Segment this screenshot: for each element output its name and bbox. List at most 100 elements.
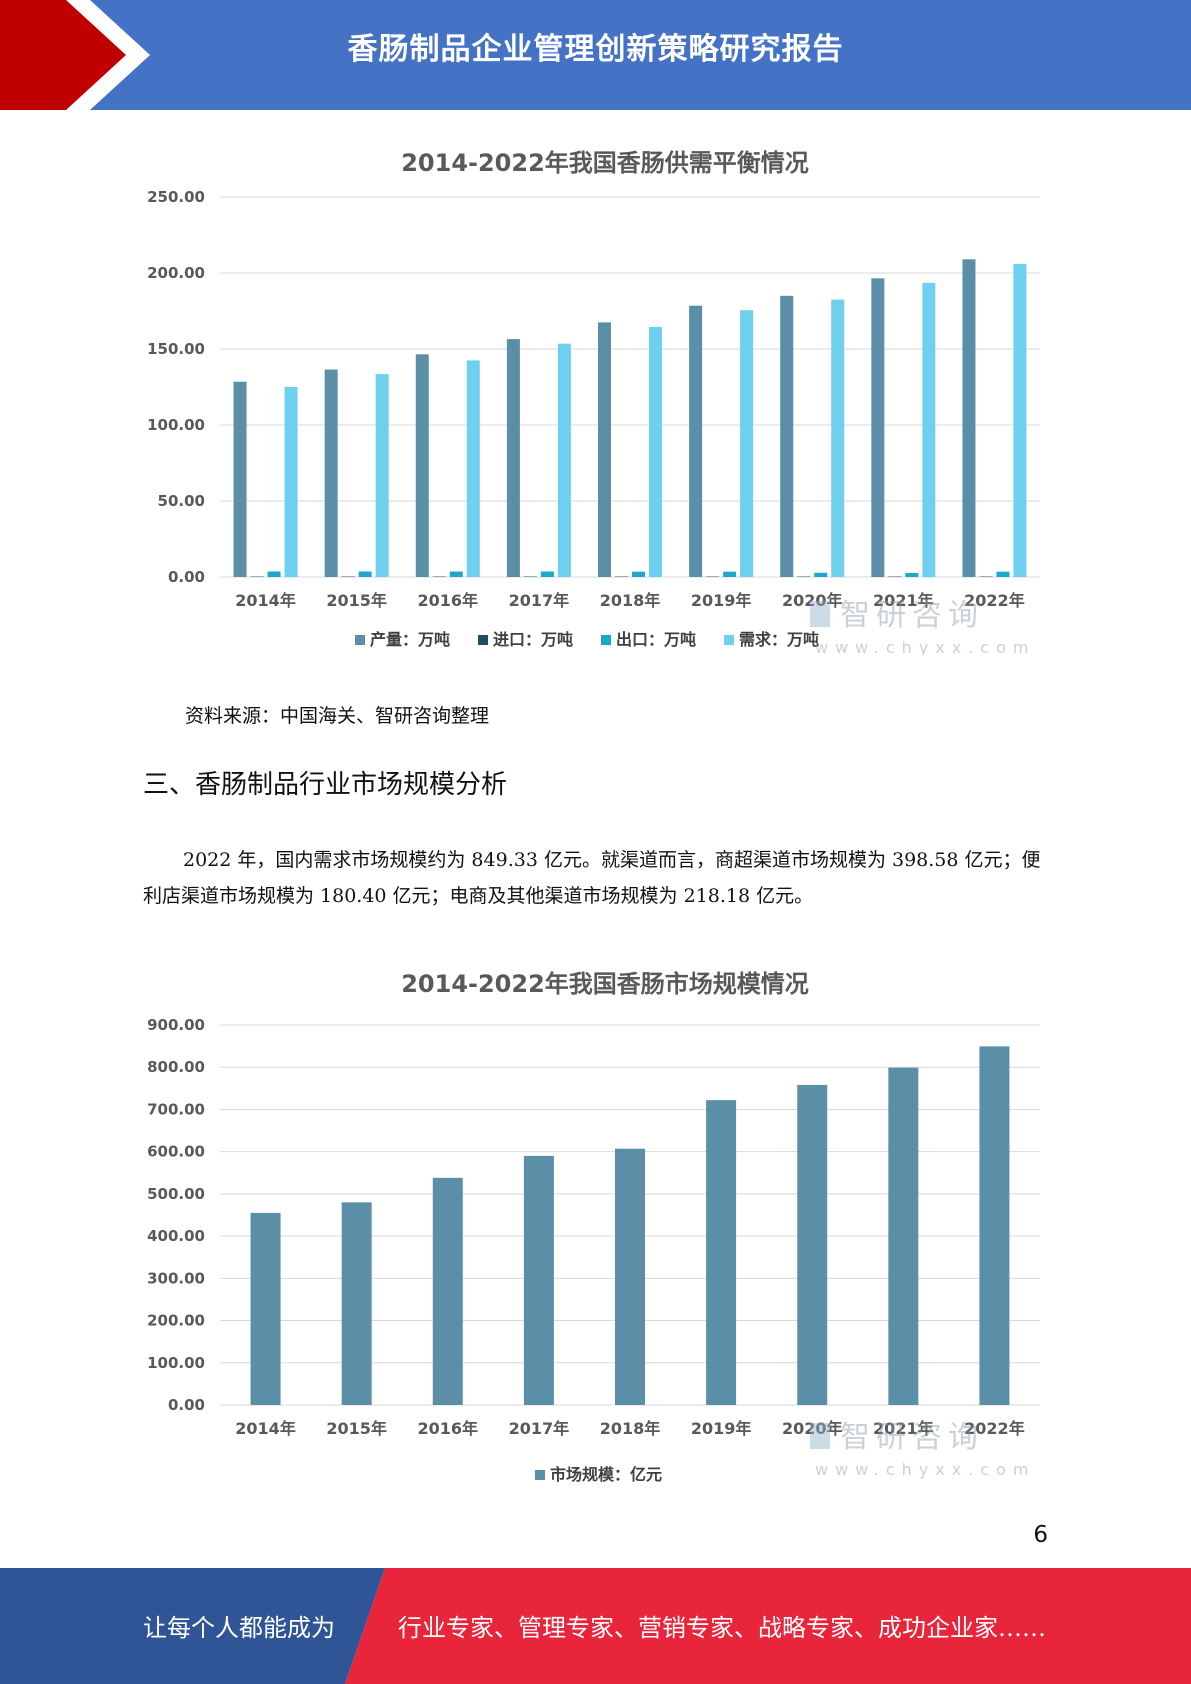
- bar: [905, 572, 919, 577]
- body-paragraph: 2022 年，国内需求市场规模约为 849.33 亿元。就渠道而言，商超渠道市场…: [143, 849, 1041, 907]
- x-tick-label: 2015年: [326, 1419, 387, 1438]
- market-size-chart-svg: 2014-2022年我国香肠市场规模情况 0.00 100.00 200.00 300.…: [147, 970, 1040, 1484]
- bar: [341, 1202, 372, 1405]
- bar: [1013, 263, 1027, 577]
- bar: [540, 571, 554, 577]
- bar: [432, 1177, 463, 1405]
- watermark-logo-icon: [810, 1423, 830, 1449]
- x-tick-label: 2016年: [418, 1419, 479, 1438]
- bar: [740, 310, 754, 577]
- y-tick-label: 900.00: [147, 1016, 205, 1034]
- x-tick-label: 2018年: [600, 591, 661, 610]
- bar: [922, 282, 936, 577]
- bar: [233, 381, 247, 577]
- bar: [831, 299, 845, 577]
- page-footer: 让每个人都能成为 行业专家、管理专家、营销专家、战略专家、成功企业家……: [0, 1568, 1191, 1684]
- bar: [797, 1084, 828, 1405]
- bar: [250, 1212, 281, 1405]
- page-header: 香肠制品企业管理创新策略研究报告: [0, 0, 1191, 110]
- legend-label: 进口：万吨: [493, 630, 573, 649]
- y-tick-label: 50.00: [158, 492, 205, 510]
- legend-swatch: [478, 635, 489, 645]
- bar: [375, 374, 389, 577]
- bar: [689, 305, 703, 577]
- bar: [598, 322, 611, 577]
- x-tick-label: 2019年: [691, 1419, 752, 1438]
- section-title: 三、香肠制品行业市场规模分析: [143, 770, 508, 800]
- y-tick-label: 600.00: [147, 1143, 205, 1161]
- header-arrow-decoration: [0, 0, 150, 110]
- watermark-logo-icon: [810, 601, 830, 627]
- legend-label: 市场规模：亿元: [550, 1465, 662, 1484]
- bar: [358, 571, 372, 577]
- y-tick-label: 200.00: [147, 264, 205, 282]
- watermark-url: www.chyxx.com: [815, 638, 1035, 655]
- watermark-url: www.chyxx.com: [815, 1460, 1035, 1479]
- bar: [466, 360, 480, 577]
- chart-title: 2014-2022年我国香肠供需平衡情况: [401, 149, 809, 177]
- bar: [871, 278, 885, 577]
- legend-swatch: [724, 635, 735, 645]
- legend-swatch: [535, 1470, 545, 1480]
- legend-label: 需求：万吨: [739, 630, 819, 649]
- y-tick-label: 400.00: [147, 1227, 205, 1245]
- y-tick-label: 300.00: [147, 1269, 205, 1287]
- y-tick-label: 500.00: [147, 1185, 205, 1203]
- y-tick-label: 700.00: [147, 1100, 205, 1118]
- bar: [888, 1067, 919, 1405]
- legend-swatch: [601, 635, 612, 645]
- market-size-chart: 2014-2022年我国香肠市场规模情况 0.00 100.00 200.00 300.…: [135, 950, 1045, 1485]
- bar: [649, 326, 662, 577]
- x-tick-label: 2021年: [873, 1419, 934, 1438]
- header-title: 香肠制品企业管理创新策略研究报告: [347, 32, 844, 67]
- bar: [324, 369, 338, 577]
- source-note: 资料来源：中国海关、智研咨询整理: [185, 705, 490, 727]
- y-tick-label: 0.00: [168, 568, 205, 586]
- bar: [284, 387, 298, 577]
- y-tick-label: 100.00: [147, 416, 205, 434]
- y-tick-label: 250.00: [147, 188, 205, 206]
- bar: [523, 1155, 554, 1405]
- bar: [979, 1046, 1010, 1405]
- footer-slogan-left: 让每个人都能成为: [143, 1614, 335, 1642]
- x-tick-label: 2017年: [509, 1419, 570, 1438]
- bar: [615, 1148, 645, 1405]
- bar: [415, 354, 429, 577]
- bar: [814, 572, 828, 577]
- y-tick-label: 800.00: [147, 1058, 205, 1076]
- bar: [267, 571, 281, 577]
- bar: [780, 295, 794, 577]
- y-tick-label: 200.00: [147, 1312, 205, 1330]
- supply-demand-chart: 2014-2022年我国香肠供需平衡情况 0.00 50.00 100.00 150.0…: [135, 135, 1045, 655]
- x-tick-label: 2016年: [418, 591, 479, 610]
- page-number: 6: [1033, 1522, 1048, 1548]
- watermark-brand: 智研咨询: [840, 1420, 984, 1455]
- legend-label: 产量：万吨: [370, 630, 450, 649]
- x-tick-label: 2017年: [509, 591, 570, 610]
- x-tick-label: 2014年: [235, 1419, 296, 1438]
- footer-slogan-right: 行业专家、管理专家、营销专家、战略专家、成功企业家……: [398, 1614, 1046, 1642]
- bar: [557, 343, 571, 577]
- watermark-brand: 智研咨询: [840, 598, 984, 633]
- x-tick-label: 2019年: [691, 591, 752, 610]
- chart-title: 2014-2022年我国香肠市场规模情况: [401, 970, 809, 998]
- legend-swatch: [355, 635, 365, 645]
- y-tick-label: 150.00: [147, 340, 205, 358]
- x-tick-label: 2020年: [782, 591, 843, 610]
- bar: [632, 571, 645, 577]
- x-tick-label: 2015年: [326, 591, 387, 610]
- bar: [723, 571, 737, 577]
- supply-demand-chart-svg: 2014-2022年我国香肠供需平衡情况 0.00 50.00 100.00 150.0…: [147, 149, 1040, 655]
- x-tick-label: 2014年: [235, 591, 296, 610]
- x-tick-label: 2018年: [600, 1419, 661, 1438]
- footer-blue-block: [0, 1568, 385, 1684]
- legend-label: 出口：万吨: [616, 630, 696, 649]
- y-tick-label: 0.00: [168, 1396, 205, 1414]
- bar: [706, 1100, 737, 1405]
- x-tick-label: 2022年: [964, 591, 1025, 610]
- x-tick-label: 2021年: [873, 591, 934, 610]
- x-tick-label: 2020年: [782, 1419, 843, 1438]
- bar: [996, 571, 1010, 577]
- x-tick-label: 2022年: [964, 1419, 1025, 1438]
- bar: [506, 339, 520, 577]
